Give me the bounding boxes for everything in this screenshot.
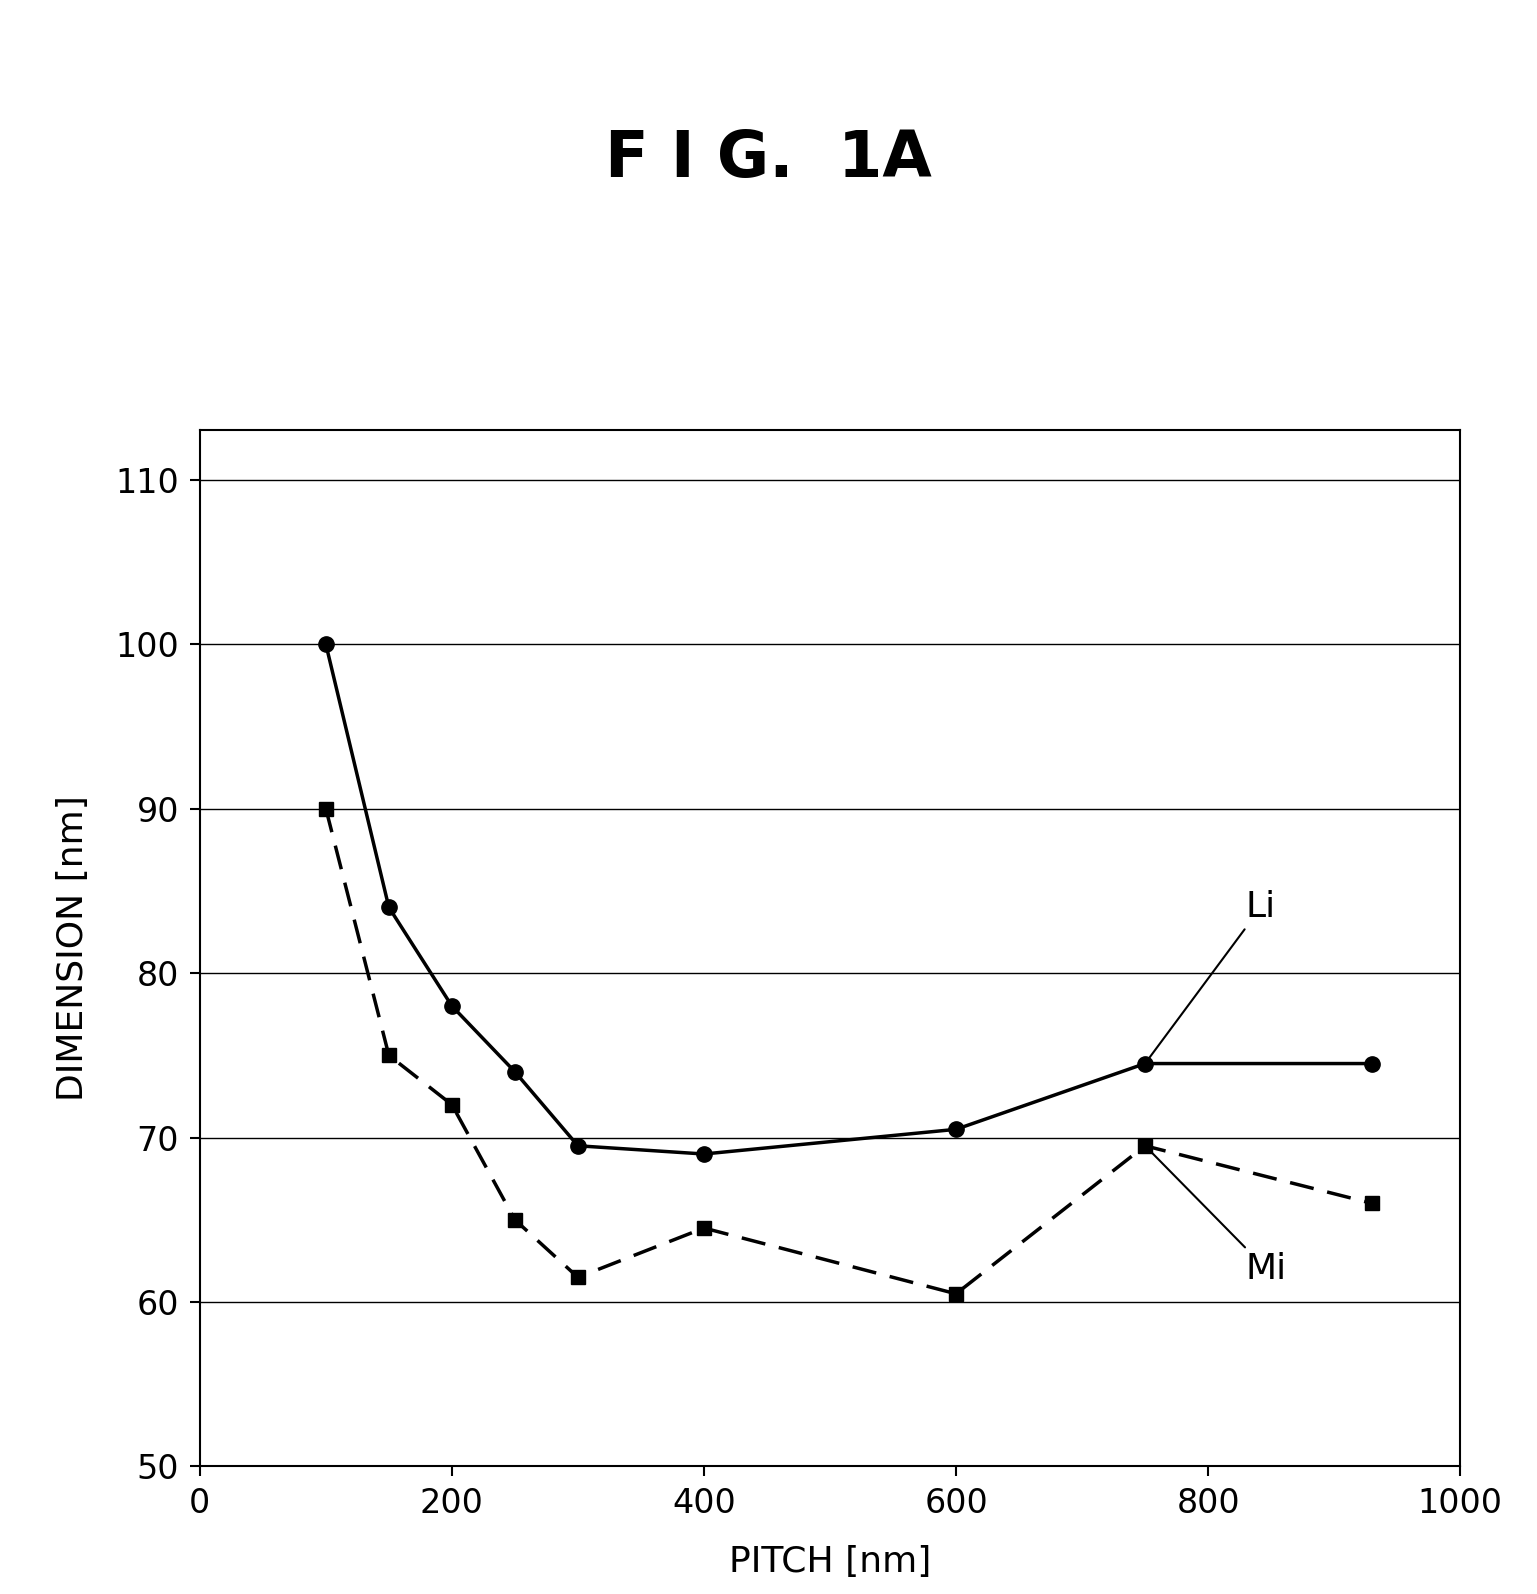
Text: F I G.  1A: F I G. 1A	[606, 129, 931, 190]
Y-axis label: DIMENSION [nm]: DIMENSION [nm]	[57, 795, 91, 1101]
Text: Li: Li	[1147, 891, 1276, 1062]
X-axis label: PITCH [nm]: PITCH [nm]	[729, 1545, 931, 1580]
Text: Mi: Mi	[1147, 1148, 1286, 1286]
